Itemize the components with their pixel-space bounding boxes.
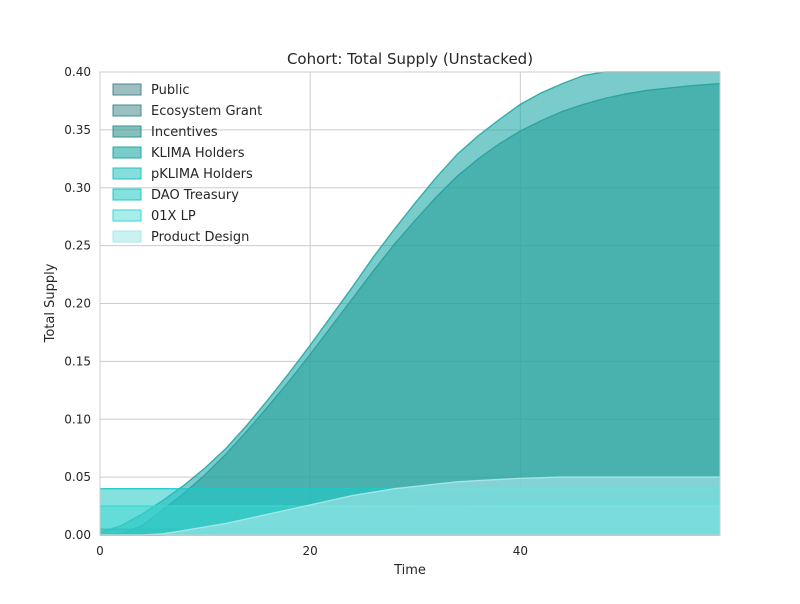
legend-label: 01X LP [151,209,196,224]
legend-label: Ecosystem Grant [151,104,262,119]
legend-swatch [112,83,142,96]
x-tick-label: 0 [96,544,104,558]
y-tick-label: 0.30 [64,181,91,195]
chart-title: Cohort: Total Supply (Unstacked) [287,50,533,68]
legend-label: Product Design [151,230,249,245]
y-tick-label: 0.40 [64,65,91,79]
y-tick-label: 0.15 [64,354,91,368]
series-areas [99,71,721,536]
legend-label: pKLIMA Holders [151,167,253,182]
y-tick-label: 0.25 [64,239,91,253]
x-axis-label: Time [393,563,426,578]
legend-swatch [112,167,142,180]
y-tick-label: 0.05 [64,470,91,484]
legend-label: KLIMA Holders [151,146,245,161]
legend-swatch [112,209,142,222]
legend-swatch [112,125,142,138]
series-area [100,477,720,535]
legend-swatch [112,104,142,117]
x-tick-label: 20 [303,544,318,558]
legend-swatch [112,146,142,159]
y-tick-label: 0.35 [64,123,91,137]
series-line [100,476,720,536]
y-axis-label: Total Supply [43,263,58,343]
y-tick-label: 0.10 [64,412,91,426]
legend-label: Public [151,83,189,98]
x-tick-label: 40 [513,544,528,558]
legend-label: Incentives [151,125,218,140]
series-area [100,72,720,535]
plot-frame [99,71,721,536]
y-tick-label: 0.00 [64,528,91,542]
legend-swatch [112,230,142,243]
legend-swatch [112,188,142,201]
y-tick-label: 0.20 [64,297,91,311]
axes: 0 20 40 0.00 0.05 0.10 0.15 0.20 0.25 0.30 0.35 0.4… [64,65,721,558]
legend: Public Ecosystem Grant Incentives KLIMA Hol… [112,83,262,245]
legend-label: DAO Treasury [151,188,239,203]
